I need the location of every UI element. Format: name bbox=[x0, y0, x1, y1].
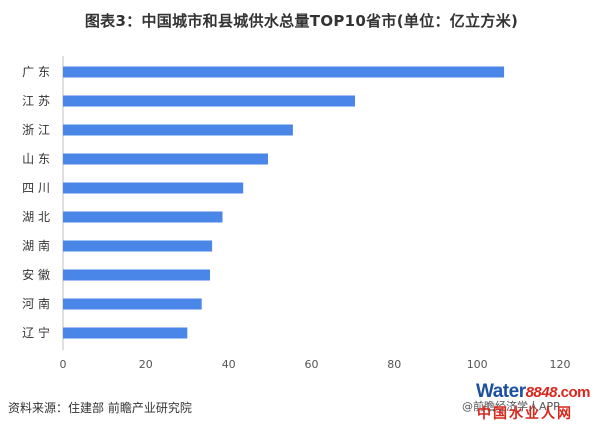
bar-0 bbox=[63, 66, 505, 78]
category-label-0: 广 东 bbox=[22, 65, 50, 79]
logo-number: 8848 bbox=[525, 384, 558, 401]
bar-3 bbox=[63, 153, 268, 165]
x-tick-label-5: 100 bbox=[467, 358, 488, 371]
x-tick-label-2: 40 bbox=[222, 358, 236, 371]
category-label-3: 山 东 bbox=[22, 152, 50, 166]
bar-5 bbox=[63, 211, 223, 223]
water8848-logo: Water8848.com bbox=[476, 381, 590, 403]
bar-1 bbox=[63, 95, 355, 107]
category-label-7: 安 徽 bbox=[22, 267, 50, 282]
chart-title: 图表3：中国城市和县城供水总量TOP10省市(单位：亿立方米) bbox=[84, 12, 519, 30]
bar-7 bbox=[63, 269, 210, 281]
category-label-2: 浙 江 bbox=[22, 123, 50, 137]
x-tick-label-3: 60 bbox=[305, 358, 319, 371]
category-label-4: 四 川 bbox=[22, 181, 50, 195]
logo-word: Water bbox=[476, 381, 526, 402]
category-label-5: 湖 北 bbox=[22, 209, 50, 224]
category-label-1: 江 苏 bbox=[22, 94, 50, 108]
category-label-6: 湖 南 bbox=[22, 238, 50, 253]
bar-2 bbox=[63, 124, 293, 136]
x-tick-label-0: 0 bbox=[60, 358, 67, 371]
category-label-8: 河 南 bbox=[22, 296, 50, 311]
logo-subtitle: 中国水业人网 bbox=[477, 406, 573, 422]
bar-6 bbox=[63, 240, 213, 252]
x-tick-label-1: 20 bbox=[139, 358, 153, 371]
bar-8 bbox=[63, 298, 202, 310]
bar-4 bbox=[63, 182, 244, 194]
source-note: 资料来源：住建部 前瞻产业研究院 bbox=[8, 401, 192, 415]
app-watermark: @前瞻经济学人APP bbox=[462, 400, 560, 413]
x-tick-label-4: 80 bbox=[387, 358, 401, 371]
category-label-9: 辽 宁 bbox=[22, 325, 50, 340]
bar-9 bbox=[63, 327, 188, 339]
x-tick-label-6: 120 bbox=[550, 358, 571, 371]
logo-tld: .com bbox=[556, 384, 591, 401]
